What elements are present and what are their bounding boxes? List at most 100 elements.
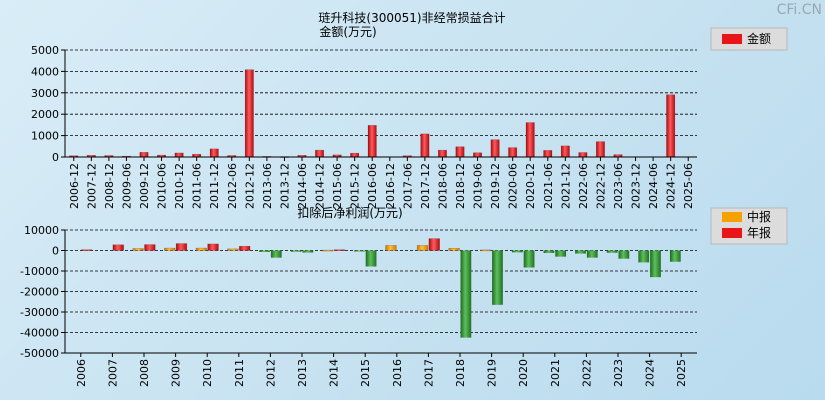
chart-1-bars (69, 69, 676, 158)
chart-2-x-ticks: 2006 2007 2008 2009 2010 2011 2012 2013 2014 2015… (65, 352, 697, 387)
y-tick-label: -20000 (20, 286, 59, 299)
x-tick-label: 2020 (517, 359, 530, 387)
x-tick-label: 2023 (612, 359, 625, 387)
bar-中报-2011 (227, 248, 239, 251)
bar-中报-2015 (353, 250, 365, 252)
chart-2-legend: 中报 年报 (710, 207, 788, 245)
y-tick-label: -50000 (20, 347, 59, 360)
bar-中报-2013 (290, 250, 302, 252)
x-tick-label: 2015-12 (349, 163, 362, 209)
bar-年报-2012 (270, 250, 282, 258)
x-tick-label: 2024-06 (647, 163, 660, 209)
x-tick-label: 2010-06 (156, 163, 169, 209)
legend-swatch-interim (722, 212, 742, 222)
y-tick-label: 0 (52, 151, 59, 164)
x-tick-label: 2014-12 (314, 163, 327, 209)
x-tick-label: 2011-06 (191, 163, 204, 209)
chart-2-title: 扣除后净利润(万元) (297, 205, 402, 220)
x-tick-label: 2012-12 (243, 163, 256, 209)
y-tick-label: 4000 (31, 65, 59, 78)
bar-中报-2014 (322, 249, 334, 252)
legend-label-amount: 金额 (747, 31, 771, 46)
y-tick-label: -10000 (20, 265, 59, 278)
x-tick-label: 2018-06 (436, 163, 449, 209)
bar-中报-2023 (606, 250, 618, 253)
x-tick-label: 2015-06 (331, 163, 344, 209)
bar-年报-2014 (333, 249, 346, 251)
bar-金额-2021-12 (560, 145, 570, 158)
bar-中报-2020 (511, 250, 523, 253)
x-tick-label: 2013-12 (278, 163, 291, 209)
y-tick-label: -40000 (20, 327, 59, 340)
x-tick-label: 2022-12 (594, 163, 607, 209)
bar-金额-2009-12 (139, 152, 149, 158)
bar-中报-2008 (132, 248, 144, 251)
x-tick-label: 2020-12 (524, 163, 537, 209)
bar-金额-2022-12 (595, 141, 605, 158)
chart-1: 琏升科技(300051)非经常损益合计 金额(万元) 金额 0 1000 2000 3… (31, 10, 788, 209)
bar-中报-2016 (385, 245, 397, 251)
x-tick-label: 2016-06 (366, 163, 379, 209)
x-tick-label: 2015 (359, 359, 372, 387)
x-tick-label: 2013-06 (261, 163, 274, 209)
x-tick-label: 2024-12 (665, 163, 678, 209)
chart-1-grid (65, 49, 697, 158)
bar-金额-2019-06 (473, 152, 483, 158)
bar-年报-2023 (618, 250, 630, 259)
bar-年报-2018 (460, 250, 472, 338)
bar-金额-2022-06 (578, 152, 588, 158)
x-tick-label: 2016 (391, 359, 404, 387)
x-tick-label: 2006 (75, 359, 88, 387)
x-tick-label: 2010-12 (173, 163, 186, 209)
bar-金额-2012-12 (244, 69, 254, 158)
bar-金额-2018-12 (455, 146, 465, 158)
y-tick-label: 3000 (31, 87, 59, 100)
y-tick-label: 1000 (31, 130, 59, 143)
bar-中报-2017 (416, 245, 429, 251)
y-tick-label: 5000 (31, 44, 59, 57)
bar-年报-2019 (492, 250, 503, 305)
watermark: CFi.CN (777, 2, 822, 18)
bar-年报-2010 (207, 243, 219, 251)
x-tick-label: 2025-06 (682, 163, 695, 209)
x-tick-label: 2019-06 (472, 163, 485, 209)
legend-swatch-annual (722, 228, 742, 238)
bar-金额-2010-12 (174, 152, 184, 158)
x-tick-label: 2021-06 (542, 163, 555, 209)
x-tick-label: 2019-12 (489, 163, 502, 209)
x-tick-label: 2009-12 (138, 163, 151, 209)
bar-金额-2020-06 (508, 147, 518, 158)
x-tick-label: 2017-12 (419, 163, 432, 209)
bar-中报-2018 (448, 247, 460, 251)
chart-1-legend: 金额 (710, 27, 788, 51)
x-tick-label: 2016-12 (384, 163, 397, 209)
bar-年报-2013 (302, 250, 314, 253)
bar-中报-2012 (259, 250, 270, 252)
y-tick-label: 0 (52, 245, 59, 258)
bar-中报-2022 (575, 250, 586, 254)
chart-2-y-ticks: -50000 -40000 -30000 -20000 -10000 0 10000 (20, 224, 66, 360)
bar-年报-2009 (175, 243, 188, 251)
chart-2-grid (65, 229, 697, 354)
x-tick-label: 2023-06 (612, 163, 625, 209)
x-tick-label: 2008 (138, 359, 151, 387)
x-tick-label: 2012-06 (226, 163, 239, 209)
chart-1-title: 琏升科技(300051)非经常损益合计 (318, 10, 505, 25)
bar-金额-2011-12 (209, 148, 219, 158)
bar-中报-2010 (195, 247, 207, 251)
x-tick-label: 2007-12 (85, 163, 98, 209)
bar-中报-2009 (164, 247, 176, 251)
bar-年报-2015 (365, 250, 377, 267)
x-tick-label: 2009-06 (120, 163, 133, 209)
bar-中报-2025 (669, 250, 681, 262)
x-tick-label: 2008-12 (103, 163, 116, 209)
x-tick-label: 2017 (422, 359, 435, 387)
x-tick-label: 2021-12 (559, 163, 572, 209)
x-tick-label: 2009 (170, 359, 183, 387)
bar-年报-2008 (144, 244, 156, 251)
bar-金额-2019-12 (490, 139, 500, 158)
x-tick-label: 2022 (580, 359, 593, 387)
bar-年报-2024 (650, 250, 661, 278)
chart-1-y-ticks: 0 1000 2000 3000 4000 5000 (31, 44, 66, 164)
